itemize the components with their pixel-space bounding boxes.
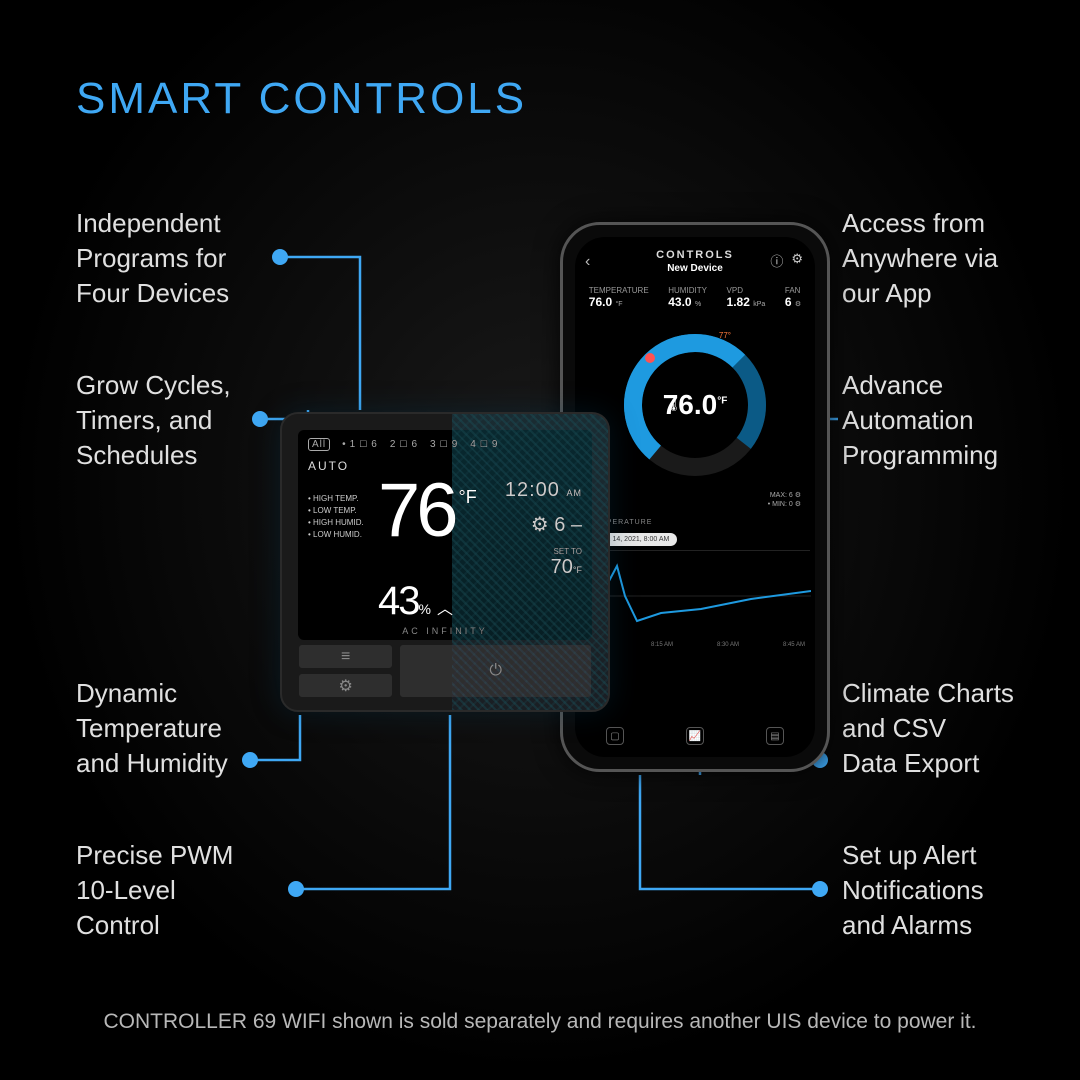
info-icon[interactable]: ⓘ [770,251,783,270]
phone-header: ‹ CONTROLS New Device ⓘ ⚙ [575,237,815,274]
stat-label: VPD [727,286,766,295]
tab-2[interactable]: 2☐6 [390,439,418,450]
tick: 8:30 AM [717,642,739,648]
stat-value: 43.0 [668,295,691,309]
callout-cycles: Grow Cycles,Timers, andSchedules [76,368,231,473]
callout-dynamic: DynamicTemperatureand Humidity [76,676,228,781]
stat-value: 6 [785,295,792,309]
gauge-marker-dot [645,353,655,363]
stat-unit: % [695,301,701,308]
gauge-marker-label: 77° [719,331,731,340]
nav-home-icon[interactable]: ▢ [606,727,624,745]
controller-alarms: HIGH TEMP. LOW TEMP. HIGH HUMID. LOW HUM… [308,479,378,579]
tab-1[interactable]: •1☐6 [342,439,378,450]
callout-alerts: Set up AlertNotificationsand Alarms [842,838,984,943]
controller-device: All •1☐6 2☐6 3☐9 4☐9 AUTO HIGH TEMP. LOW… [280,412,610,712]
alarm-item: HIGH HUMID. [308,517,378,529]
controller-temperature: 76 [378,468,455,553]
callout-programs: IndependentPrograms forFour Devices [76,206,229,311]
settings-button[interactable]: ⚙ [298,673,393,698]
alarm-item: LOW HUMID. [308,529,378,541]
callout-automation: AdvanceAutomationProgramming [842,368,998,473]
tick: 8:15 AM [651,642,673,648]
phone-screen: ‹ CONTROLS New Device ⓘ ⚙ TEMPERATURE 76… [575,237,815,757]
stat-label: FAN [785,286,801,295]
stat-vpd: VPD 1.82 kPa [727,286,766,309]
nav-chart-icon[interactable]: 📈 [686,727,704,745]
phone-navbar: ▢ 📈 ▤ [575,727,815,745]
stat-unit: kPa [753,301,765,308]
footnote: CONTROLLER 69 WIFI shown is sold separat… [0,1010,1080,1034]
menu-button[interactable]: ≡ [298,644,393,669]
gauge-value: 76.0°F [663,389,728,421]
stat-temperature: TEMPERATURE 76.0 °F [589,286,649,309]
stat-value: 1.82 [727,295,750,309]
chart-section-label: TEMPERATURE [575,509,815,528]
tick: 8:45 AM [783,642,805,648]
temperature-chart [580,550,810,640]
alarm-item: HIGH TEMP. [308,493,378,505]
callout-charts: Climate Chartsand CSVData Export [842,676,1014,781]
alarm-item: LOW TEMP. [308,505,378,517]
nav-list-icon[interactable]: ▤ [766,727,784,745]
stat-label: TEMPERATURE [589,286,649,295]
stat-value: 76.0 [589,295,612,309]
stat-fan: FAN 6 ⚙ [785,286,801,309]
back-icon[interactable]: ‹ [585,253,590,271]
chart-ticks: 8:00 AM 8:15 AM 8:30 AM 8:45 AM [575,640,815,648]
tab-all[interactable]: All [308,438,330,451]
phone-stats-row: TEMPERATURE 76.0 °F HUMIDITY 43.0 % VPD … [575,274,815,317]
callout-pwm: Precise PWM10-LevelControl [76,838,233,943]
controller-humidity: 43% [378,579,429,624]
pcb-cutaway [452,414,608,710]
callout-access: Access fromAnywhere viaour App [842,206,998,311]
stat-unit: °F [616,301,623,308]
gear-icon[interactable]: ⚙ [791,251,803,270]
page-title: SMART CONTROLS [76,74,527,124]
temperature-gauge: 77° 🌡 76.0°F [615,325,775,485]
stat-humidity: HUMIDITY 43.0 % [668,286,707,309]
fan-icon: ⚙ [795,301,801,308]
gauge-unit: °F [717,396,727,407]
gauge-number: 76.0 [663,389,718,420]
stat-label: HUMIDITY [668,286,707,295]
gauge-minmax: MAX: 6 ⚙ • MIN: 0 ⚙ [575,491,815,509]
